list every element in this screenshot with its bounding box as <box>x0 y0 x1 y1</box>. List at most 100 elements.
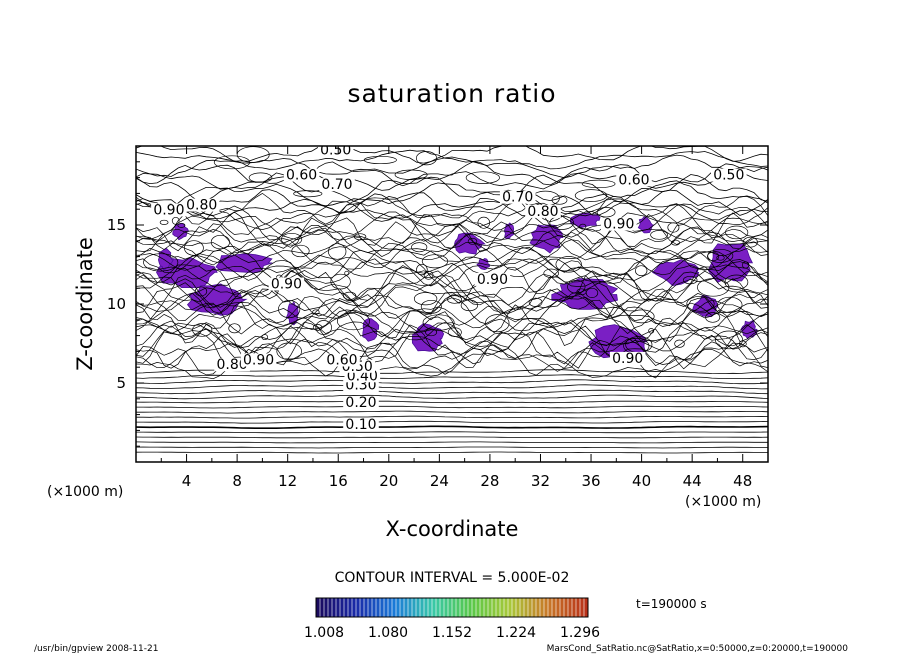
footer-right: MarsCond_SatRatio.nc@SatRatio,x=0:50000,… <box>547 644 849 654</box>
contour-interval-text: CONTOUR INTERVAL = 5.000E-02 <box>335 570 570 586</box>
contour-line <box>136 239 768 276</box>
contour-closed-loop <box>210 234 230 250</box>
contour-closed-loop <box>738 340 747 348</box>
contour-line <box>136 265 768 304</box>
x-axis-ticks: 4 8 12 16 20 24 28 32 36 40 44 48 <box>160 146 752 490</box>
contour-closed-loop <box>423 270 434 280</box>
contour-closed-loop <box>330 273 351 290</box>
x-tick-label: 24 <box>430 472 449 490</box>
contour-closed-loop <box>485 314 510 333</box>
contour-closed-loop <box>460 299 479 312</box>
contour-closed-loop <box>543 268 559 278</box>
contour-closed-loop <box>281 232 303 246</box>
x-tick-label: 36 <box>581 472 600 490</box>
contour-line <box>136 269 768 309</box>
colorbar-segment <box>384 598 389 617</box>
contour-line <box>136 172 768 203</box>
colorbar-segment <box>564 598 569 617</box>
contour-line <box>136 431 768 434</box>
contour-line <box>136 295 768 329</box>
colorbar-segment <box>584 598 589 617</box>
contour-label: 0.80 <box>186 198 217 214</box>
colorbar-segment <box>336 598 341 617</box>
time-label: t=190000 s <box>636 597 707 611</box>
contour-closed-loop <box>425 328 438 337</box>
contour-line <box>136 379 768 385</box>
contour-line <box>136 288 768 319</box>
contour-closed-loop <box>715 330 743 350</box>
contour-closed-loop <box>416 263 428 276</box>
contour-closed-loop <box>344 270 350 276</box>
footer-left: /usr/bin/gpview 2008-11-21 <box>34 644 158 654</box>
x-axis-label: X-coordinate <box>386 517 519 541</box>
colorbar-segment <box>556 598 561 617</box>
contour-label-bg <box>711 168 747 182</box>
colorbar-segment <box>320 598 325 617</box>
colorbar-segment <box>528 598 533 617</box>
contour-line <box>136 441 768 444</box>
contour-closed-loop <box>413 292 438 306</box>
contour-closed-loop <box>705 312 721 323</box>
contour-label-bg <box>319 178 355 192</box>
contour-label-bg <box>499 190 536 204</box>
contour-line <box>136 405 768 409</box>
colorbar-segment <box>560 598 565 617</box>
colorbar-segment <box>512 598 517 617</box>
contour-closed-loop <box>261 334 269 341</box>
contour-label: 0.60 <box>326 353 357 369</box>
colorbar-segment <box>452 598 457 617</box>
contour-line <box>136 290 768 323</box>
contour-label: 0.20 <box>345 395 376 411</box>
contour-closed-loop <box>278 300 301 319</box>
contour-closed-loop <box>741 261 750 269</box>
colorbar-segment <box>412 598 417 617</box>
colorbar-segment <box>432 598 437 617</box>
contour-line <box>136 197 768 231</box>
contour-label-bg <box>183 198 220 212</box>
contour-closed-loop <box>686 295 715 312</box>
contour-closed-loop <box>342 291 357 300</box>
contour-closed-loop <box>528 297 543 307</box>
colorbar-segment <box>440 598 445 617</box>
contour-line <box>136 374 768 380</box>
x-tick-label: 12 <box>278 472 297 490</box>
colorbar-segment <box>316 598 321 617</box>
contour-line <box>136 254 768 288</box>
supersaturated-region <box>215 253 273 273</box>
contour-closed-loop <box>724 274 749 290</box>
contour-label-bg <box>343 418 379 432</box>
contour-label: 0.90 <box>243 353 274 369</box>
colorbar-segment <box>544 598 549 617</box>
contour-line <box>136 180 768 211</box>
contour-closed-loop <box>629 309 655 324</box>
contour-line <box>136 420 768 424</box>
x-tick-label: 32 <box>531 472 550 490</box>
contour-closed-loop <box>422 314 455 331</box>
contour-closed-loop <box>420 299 442 314</box>
colorbar-segment <box>328 598 333 617</box>
contour-line <box>136 170 768 191</box>
colorbar-segment <box>344 598 349 617</box>
contour-line <box>136 225 768 266</box>
colorbar-tick-label: 1.080 <box>368 625 408 641</box>
contour-closed-loop <box>394 169 428 180</box>
contour-closed-loop <box>411 242 428 253</box>
contour-line <box>136 451 768 454</box>
contour-label: 0.90 <box>603 217 634 233</box>
contour-line <box>136 301 768 347</box>
colorbar-segment <box>420 598 425 617</box>
contour-closed-loop <box>328 243 347 260</box>
colorbar-segment <box>444 598 449 617</box>
contour-closed-loop <box>465 171 500 184</box>
contour-closed-loop <box>596 207 616 218</box>
contour-closed-loop <box>674 339 685 348</box>
contour-label-bg <box>343 396 379 410</box>
contour-line <box>136 340 768 372</box>
y-axis-ticks: 5 10 15 <box>107 161 768 447</box>
contour-closed-loop <box>549 215 574 230</box>
contour-closed-loop <box>194 286 208 297</box>
contour-closed-loop <box>177 222 186 228</box>
contour-closed-loop <box>697 278 730 297</box>
contour-closed-loop <box>585 287 599 298</box>
contour-label: 0.50 <box>320 142 351 158</box>
